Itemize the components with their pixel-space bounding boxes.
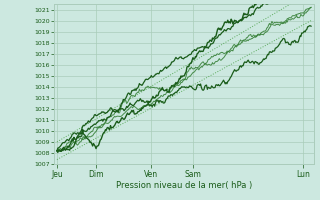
X-axis label: Pression niveau de la mer( hPa ): Pression niveau de la mer( hPa ) [116,181,252,190]
